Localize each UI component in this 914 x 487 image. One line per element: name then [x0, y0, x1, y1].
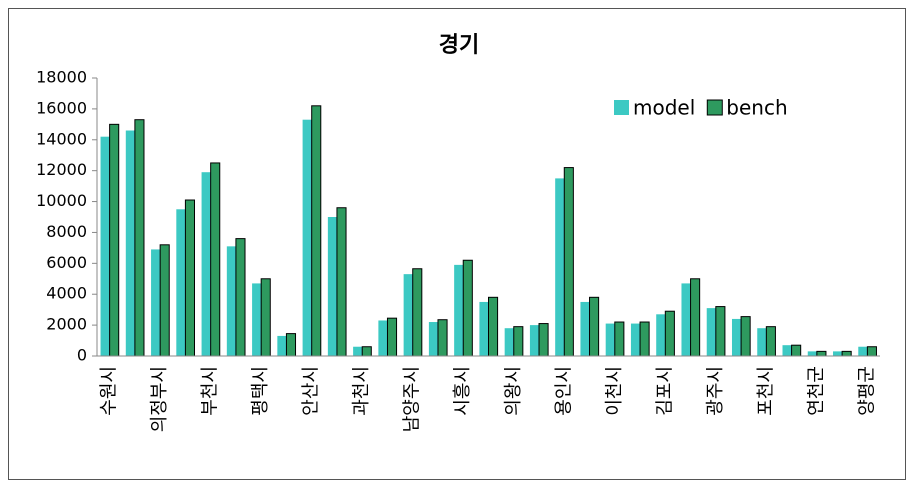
bar: [681, 283, 691, 356]
x-tick-label: 이천시: [604, 366, 625, 416]
bar: [715, 306, 726, 357]
bar: [791, 344, 802, 357]
bar: [504, 328, 514, 356]
x-tick-label: 과천시: [351, 366, 372, 416]
bar: [563, 167, 574, 357]
bar: [412, 268, 423, 357]
bar: [336, 207, 347, 357]
bar: [706, 308, 716, 356]
y-tick-label: 16000: [36, 98, 87, 117]
bar: [277, 335, 287, 356]
y-tick-label: 8000: [46, 222, 87, 241]
bar: [252, 283, 262, 356]
bar: [757, 328, 767, 356]
bar: [109, 123, 120, 357]
bar: [260, 278, 271, 357]
bar: [841, 350, 852, 357]
y-tick-label: 4000: [46, 284, 87, 303]
bar: [235, 238, 246, 357]
bar: [479, 301, 489, 356]
x-tick-label: 남양주시: [402, 366, 423, 432]
y-tick-label: 18000: [36, 68, 87, 87]
bar: [580, 301, 590, 356]
bar: [125, 130, 135, 356]
bar: [614, 321, 625, 357]
bar: [740, 316, 751, 357]
y-tick-label: 0: [77, 346, 87, 365]
y-tick-label: 10000: [36, 191, 87, 210]
bar: [311, 105, 322, 357]
x-tick-label: 김포시: [654, 366, 675, 416]
chart-frame: [8, 8, 906, 480]
bar: [731, 318, 742, 356]
bar: [833, 351, 843, 356]
legend-label: model: [633, 96, 695, 120]
x-tick-label: 포천시: [755, 366, 776, 416]
x-tick-label: 연천군: [806, 366, 827, 416]
bar: [428, 322, 438, 356]
bar: [462, 259, 473, 357]
x-tick-label: 양평군: [856, 366, 877, 416]
bar: [807, 351, 817, 356]
x-tick-label: 안산시: [301, 366, 322, 416]
bar: [285, 333, 297, 357]
bar: [378, 320, 388, 356]
bar: [201, 172, 211, 356]
bar: [100, 136, 110, 356]
bar: [630, 323, 641, 356]
x-tick-label: 용인시: [553, 366, 574, 416]
x-tick-label: 수원시: [99, 366, 120, 416]
x-tick-label: 시흥시: [452, 366, 473, 416]
bar: [555, 178, 565, 356]
bar: [782, 345, 792, 356]
bar: [353, 346, 363, 356]
y-tick-label: 6000: [46, 253, 87, 272]
bar: [529, 325, 540, 356]
bar: [690, 278, 701, 357]
chart-title: 경기: [439, 33, 479, 58]
bar: [488, 296, 499, 357]
bar: [361, 346, 372, 357]
y-tick-label: 14000: [36, 129, 87, 148]
y-tick-label: 2000: [46, 315, 87, 334]
legend-label: bench: [726, 96, 787, 120]
bar: [866, 346, 877, 357]
bar: [589, 296, 600, 357]
bar: [151, 249, 161, 356]
bar: [538, 323, 549, 357]
bar: [327, 217, 337, 356]
bar: [513, 326, 524, 357]
bar: [403, 274, 413, 356]
bar: [765, 326, 776, 357]
bar: [656, 314, 666, 356]
bar: [454, 264, 464, 356]
bar: [159, 244, 170, 357]
bar: [858, 346, 868, 356]
x-tick-label: 부천시: [200, 366, 221, 416]
bar: [176, 209, 186, 356]
bar: [437, 319, 448, 357]
legend-swatch: [614, 100, 629, 115]
bar: [664, 310, 675, 357]
legend-swatch: [706, 99, 723, 116]
bar: [605, 323, 615, 356]
bar: [226, 246, 236, 356]
x-tick-label: 평택시: [250, 366, 271, 416]
bar: [302, 119, 312, 356]
bar: [184, 199, 195, 357]
bar: [386, 317, 398, 357]
x-tick-label: 광주시: [705, 366, 726, 416]
bar: [134, 119, 145, 357]
bar: [210, 162, 221, 357]
x-tick-label: 의정부시: [149, 366, 170, 432]
bar: [816, 350, 827, 357]
y-tick-label: 12000: [36, 160, 87, 179]
x-tick-label: 의왕시: [503, 366, 524, 416]
bar: [639, 321, 650, 357]
